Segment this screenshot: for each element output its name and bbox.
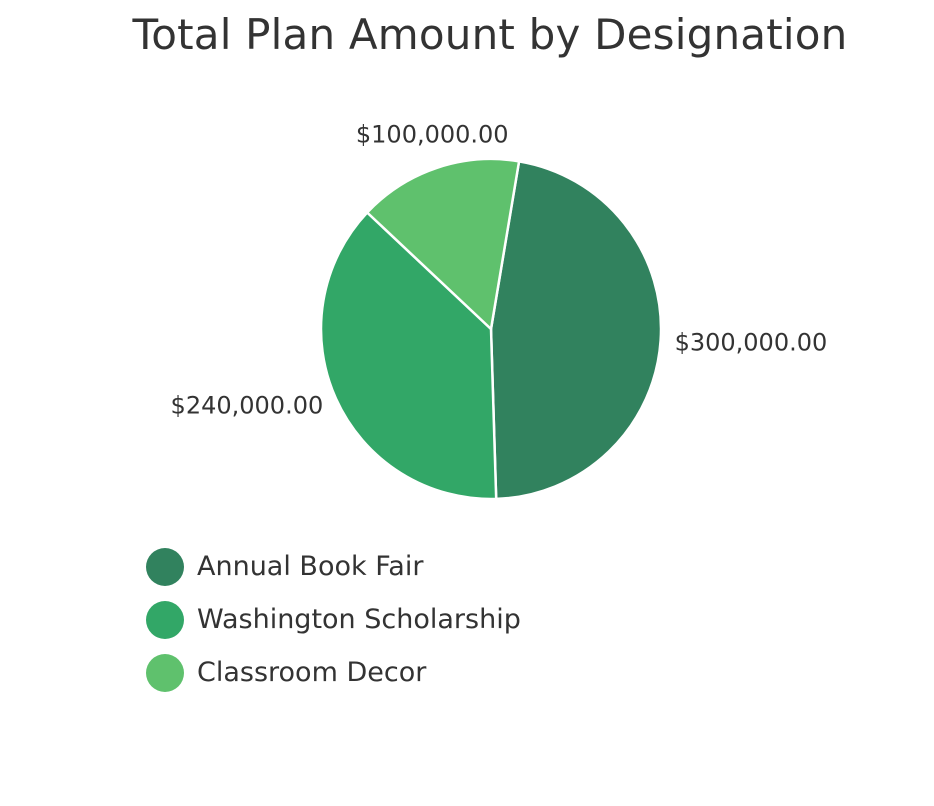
- pie-slices: [319, 157, 663, 501]
- legend-item-classroom-decor[interactable]: Classroom Decor: [146, 646, 521, 699]
- chart-title: Total Plan Amount by Designation: [132, 10, 848, 59]
- data-label-annual-book-fair: $300,000.00: [675, 328, 828, 356]
- pie-slice-washington-scholarship[interactable]: [319, 211, 498, 501]
- legend-label: Classroom Decor: [197, 657, 427, 688]
- legend-label: Annual Book Fair: [197, 551, 424, 582]
- data-label-washington-scholarship: $240,000.00: [171, 392, 324, 420]
- legend-swatch: [146, 653, 184, 692]
- legend-swatch: [146, 547, 184, 586]
- pie-slice-annual-book-fair[interactable]: [489, 160, 663, 501]
- legend-item-annual-book-fair[interactable]: Annual Book Fair: [146, 540, 521, 593]
- legend-swatch: [146, 600, 184, 639]
- chart-legend: Annual Book Fair Washington Scholarship Cl…: [146, 540, 521, 699]
- data-label-classroom-decor: $100,000.00: [356, 121, 509, 149]
- legend-item-washington-scholarship[interactable]: Washington Scholarship: [146, 593, 521, 646]
- pie-data-labels: $300,000.00 $240,000.00 $100,000.00: [171, 121, 828, 420]
- pie-slice-classroom-decor[interactable]: [365, 157, 521, 331]
- legend-label: Washington Scholarship: [197, 604, 521, 635]
